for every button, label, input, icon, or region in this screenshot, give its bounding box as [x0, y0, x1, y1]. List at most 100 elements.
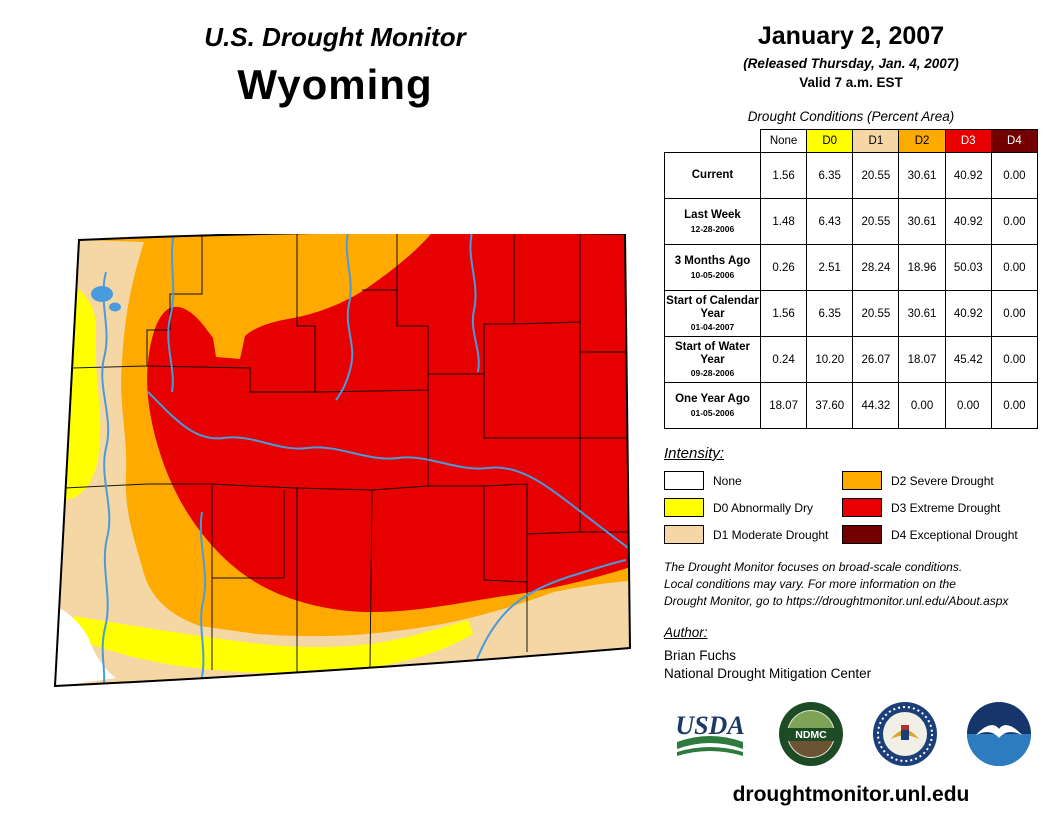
value-cell: 20.55: [852, 152, 900, 199]
legend-item-none: None: [664, 471, 842, 490]
right-panel: January 2, 2007 (Released Thursday, Jan.…: [664, 22, 1039, 807]
table-corner-spacer: [665, 130, 761, 153]
river-line: [469, 232, 480, 373]
rivers: [101, 232, 630, 686]
value-cell: 44.32: [852, 382, 900, 429]
author-heading: Author:: [664, 625, 708, 641]
value-cell: 20.55: [852, 198, 900, 245]
table-header-row: None D0 D1 D2 D3 D4: [665, 129, 1039, 153]
table-title: Drought Conditions (Percent Area): [747, 109, 955, 124]
wyoming-map-svg: [53, 231, 632, 688]
value-cell: 0.00: [990, 336, 1039, 383]
legend-label: D3 Extreme Drought: [891, 500, 1001, 515]
map-header: U.S. Drought Monitor Wyoming: [110, 22, 560, 109]
value-cell: 0.00: [990, 198, 1039, 245]
river-line: [335, 232, 354, 401]
value-cell: 1.56: [759, 290, 808, 337]
table-row: 3 Months Ago 10-05-2006 0.26 2.51 28.24 …: [664, 244, 1039, 291]
drought-region-d3: [147, 232, 630, 613]
disclaimer-line: Drought Monitor, go to https://droughtmo…: [664, 593, 1009, 608]
legend-swatch-d0: [664, 498, 704, 517]
legend-item-d1: D1 Moderate Drought: [664, 525, 842, 544]
report-title: U.S. Drought Monitor: [204, 22, 466, 52]
col-header-d0: D0: [806, 129, 854, 153]
value-cell: 0.00: [990, 152, 1039, 199]
drought-region-d0-west: [55, 278, 101, 502]
drought-region-d0-south: [68, 616, 473, 674]
disclaimer-line: Local conditions may vary. For more info…: [664, 576, 956, 591]
col-header-d1: D1: [852, 129, 900, 153]
value-cell: 28.24: [852, 244, 900, 291]
wyoming-drought-map: [52, 231, 636, 692]
legend-label: D4 Exceptional Drought: [891, 527, 1018, 542]
disclaimer-line: The Drought Monitor focuses on broad-sca…: [664, 560, 963, 574]
value-cell: 40.92: [944, 198, 992, 245]
author-name: Brian Fuchs: [664, 648, 737, 664]
row-label: Start of Calendar Year 01-04-2007: [664, 290, 761, 337]
river-line: [199, 511, 207, 683]
legend-label: D2 Severe Drought: [891, 473, 994, 488]
legend-swatch-none: [664, 471, 704, 490]
agency-logos: USDA NDMC: [664, 699, 1038, 769]
intensity-legend: None D2 Severe Drought D0 Abnormally Dry…: [664, 471, 1038, 544]
value-cell: 0.00: [990, 244, 1039, 291]
value-cell: 6.43: [806, 198, 854, 245]
value-cell: 0.24: [759, 336, 808, 383]
value-cell: 18.07: [759, 382, 808, 429]
usda-swoosh-icon: [677, 747, 743, 757]
table-row: Start of Calendar Year 01-04-2007 1.56 6…: [664, 290, 1039, 337]
value-cell: 40.92: [944, 152, 992, 199]
state-outline: [53, 231, 632, 688]
value-cell: 2.51: [806, 244, 854, 291]
commerce-text-ring: [877, 706, 933, 763]
table-row: Current 1.56 6.35 20.55 30.61 40.92 0.00: [664, 152, 1039, 199]
valid-time: Valid 7 a.m. EST: [799, 75, 903, 90]
river-line: [147, 391, 630, 553]
table-row: Start of Water Year 09-28-2006 0.24 10.2…: [664, 336, 1039, 383]
value-cell: 45.42: [944, 336, 992, 383]
ndmc-logo-text: NDMC: [795, 729, 827, 741]
value-cell: 30.61: [898, 198, 946, 245]
commerce-shield-icon: [901, 725, 909, 731]
usda-swoosh-icon: [677, 736, 743, 750]
usda-logo: USDA: [675, 711, 745, 757]
commerce-shield-icon: [901, 730, 909, 741]
value-cell: 0.26: [759, 244, 808, 291]
ndmc-banner: [784, 728, 838, 742]
author-organization: National Drought Mitigation Center: [664, 666, 872, 682]
legend-item-d4: D4 Exceptional Drought: [842, 525, 1038, 544]
river-line: [167, 232, 175, 393]
usda-logo-text: USDA: [675, 711, 744, 740]
value-cell: 6.35: [806, 152, 854, 199]
col-header-d3: D3: [944, 129, 992, 153]
value-cell: 1.48: [759, 198, 808, 245]
row-label: Current: [664, 152, 761, 199]
noaa-logo: [967, 702, 1031, 767]
legend-label: D1 Moderate Drought: [713, 527, 829, 542]
disclaimer-text: The Drought Monitor focuses on broad-sca…: [664, 559, 1038, 609]
release-date: (Released Thursday, Jan. 4, 2007): [743, 56, 959, 71]
legend-item-d3: D3 Extreme Drought: [842, 498, 1038, 517]
col-header-d2: D2: [898, 129, 946, 153]
state-name: Wyoming: [237, 61, 433, 108]
footer-url: droughtmonitor.unl.edu: [732, 783, 970, 807]
drought-conditions-table: None D0 D1 D2 D3 D4 Current 1.56 6.35 20…: [664, 129, 1039, 429]
value-cell: 0.00: [944, 382, 992, 429]
lake-shape: [91, 286, 113, 302]
value-cell: 0.00: [990, 290, 1039, 337]
table-row: One Year Ago 01-05-2006 18.07 37.60 44.3…: [664, 382, 1039, 429]
report-date: January 2, 2007: [757, 22, 945, 50]
value-cell: 6.35: [806, 290, 854, 337]
ndmc-logo: NDMC: [779, 702, 843, 767]
legend-label: D0 Abnormally Dry: [713, 500, 814, 515]
legend-swatch-d4: [842, 525, 882, 544]
legend-item-d0: D0 Abnormally Dry: [664, 498, 842, 517]
noaa-bird-icon: [976, 725, 1022, 739]
value-cell: 20.55: [852, 290, 900, 337]
lake-shape: [109, 302, 121, 312]
row-label: 3 Months Ago 10-05-2006: [664, 244, 761, 291]
legend-swatch-d3: [842, 498, 882, 517]
value-cell: 10.20: [806, 336, 854, 383]
river-line: [101, 271, 111, 686]
row-label: Last Week 12-28-2006: [664, 198, 761, 245]
